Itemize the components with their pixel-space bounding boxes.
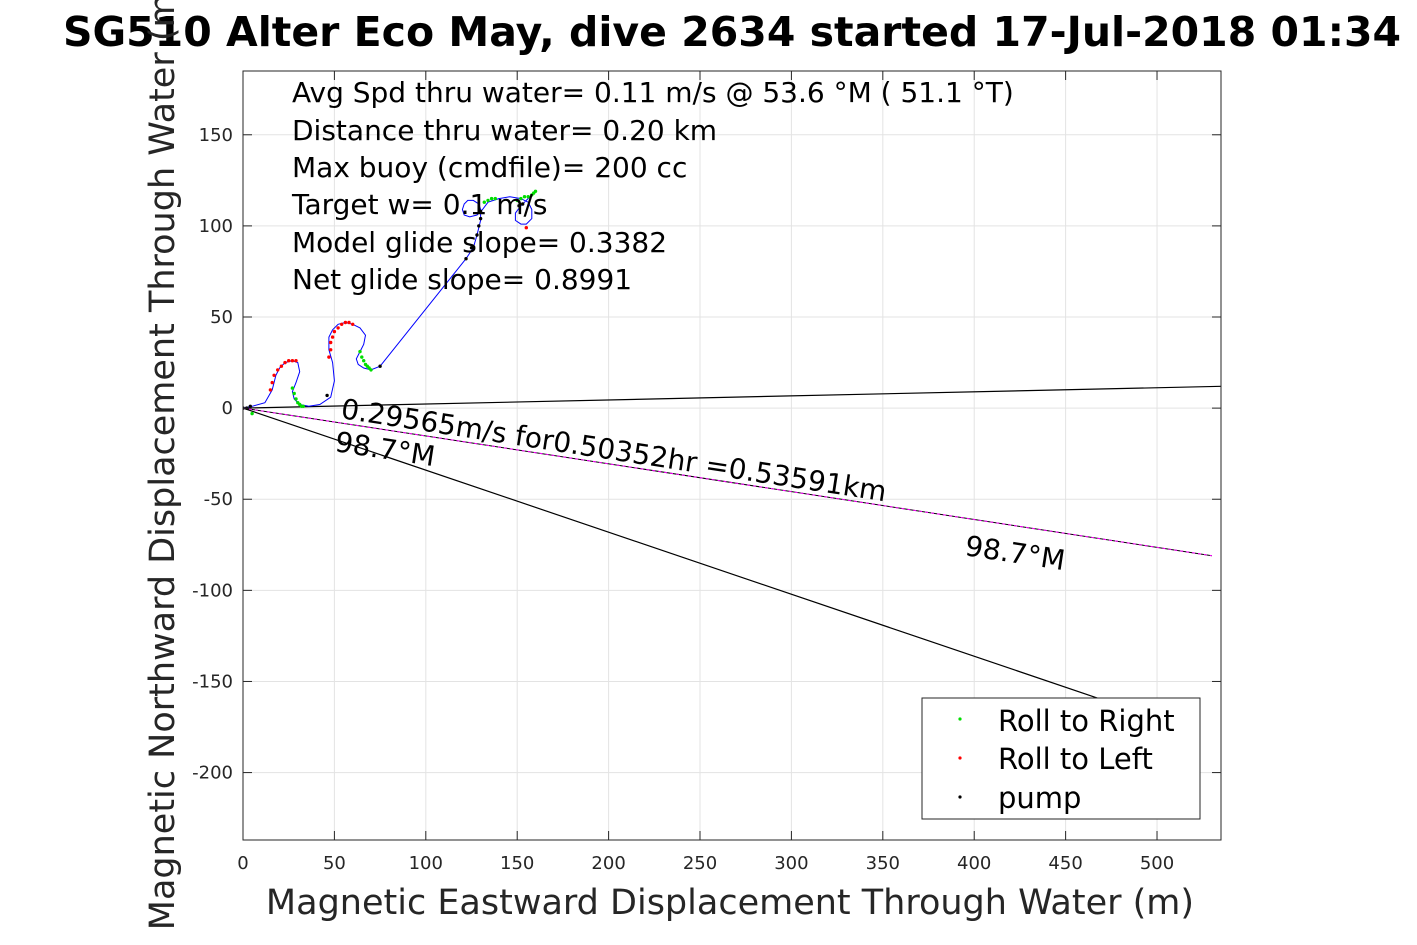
grid <box>242 71 1221 840</box>
y-axis-label: Magnetic Northward Displacement Through … <box>143 0 183 930</box>
stats-line: Distance thru water= 0.20 km <box>292 114 717 147</box>
x-tick-label: 450 <box>1048 853 1082 874</box>
y-tick-label: 50 <box>210 307 233 328</box>
roll-left-point <box>287 359 291 363</box>
pump-point <box>469 246 474 250</box>
glider-track <box>243 194 533 409</box>
legend-label-roll-left: Roll to Left <box>998 742 1153 776</box>
roll-right-point <box>250 411 254 416</box>
roll-right-point <box>522 195 527 199</box>
chart-title: SG510 Alter Eco May, dive 2634 started 1… <box>63 8 1401 56</box>
roll-right-point <box>294 397 298 401</box>
roll-right-point <box>489 196 494 201</box>
roll-left-point <box>290 359 295 363</box>
legend-marker-roll-left <box>958 756 962 760</box>
roll-left-point <box>330 335 335 339</box>
y-tick-label: 100 <box>199 216 233 237</box>
pump-point <box>325 393 329 398</box>
y-tick-label: 0 <box>222 398 233 419</box>
roll-right-point <box>519 196 523 201</box>
reference-line <box>243 385 1221 409</box>
roll-left-point <box>276 368 280 372</box>
roll-right-point <box>290 386 295 390</box>
roll-left-point <box>279 364 284 368</box>
roll-right-point <box>362 359 366 363</box>
roll-right-point <box>369 368 373 372</box>
roll-right-point <box>486 198 490 203</box>
x-tick-label: 0 <box>237 853 248 874</box>
x-tick-label: 350 <box>866 853 900 874</box>
reference-line <box>243 407 1103 701</box>
roll-left-point <box>268 388 273 392</box>
roll-left-point <box>329 340 333 345</box>
legend-marker-pump <box>958 795 962 799</box>
pump-point <box>521 202 525 206</box>
pump-point <box>517 204 521 208</box>
x-tick-label: 300 <box>774 853 808 874</box>
current-line <box>243 407 1212 557</box>
x-axis-label: Magnetic Eastward Displacement Through W… <box>266 883 1194 923</box>
x-tick-label: 50 <box>323 853 346 874</box>
stats-line: Avg Spd thru water= 0.11 m/s @ 53.6 °M (… <box>292 76 1014 109</box>
stats-line: Net glide slope= 0.8991 <box>292 263 632 296</box>
roll-right-point <box>360 355 364 359</box>
roll-left-point <box>329 348 333 352</box>
roll-right-point <box>358 349 362 354</box>
x-tick-label: 200 <box>591 853 625 874</box>
x-tick-label: 150 <box>500 853 534 874</box>
y-tick-label: -50 <box>204 489 233 510</box>
roll-left-point <box>336 326 340 330</box>
roll-left-point <box>524 226 528 230</box>
pump-point <box>478 216 483 221</box>
x-tick-label: 250 <box>683 853 717 874</box>
roll-left-point <box>343 320 348 325</box>
plot-frame <box>242 70 1222 841</box>
pump-point <box>475 233 479 237</box>
roll-right-point <box>292 391 296 396</box>
stats-line: Max buoy (cmdfile)= 200 cc <box>292 151 687 184</box>
roll-left-point <box>347 320 351 325</box>
roll-left-point <box>351 322 355 326</box>
roll-left-point <box>327 355 331 359</box>
ticks: 0 50 100 150 200 250 300 350 400 450 500-200-150-1… <box>192 71 1221 874</box>
pump-point <box>248 404 252 408</box>
roll-right-point <box>515 198 519 203</box>
roll-left-point <box>294 359 298 363</box>
stats-text-block: Avg Spd thru water= 0.11 m/s @ 53.6 °M (… <box>291 76 1014 296</box>
roll-right-point <box>526 195 530 199</box>
legend-box <box>921 697 1201 820</box>
legend-label-roll-right: Roll to Right <box>998 704 1175 738</box>
pump-point <box>464 257 468 261</box>
roll-left-point <box>270 380 274 385</box>
legend-marker-roll-right <box>958 717 962 721</box>
stats-line: Target w= 0.1 m/s <box>291 188 548 221</box>
pump-point <box>478 209 483 213</box>
roll-left-point <box>332 329 337 334</box>
roll-right-point <box>493 196 497 201</box>
roll-left-point <box>272 373 276 377</box>
series-layer <box>243 189 1221 701</box>
roll-right-point <box>301 404 305 408</box>
y-tick-label: 150 <box>199 125 233 146</box>
y-tick-label: -150 <box>192 671 233 692</box>
series-group <box>243 189 1221 701</box>
legend: Roll to Right Roll to Left pump <box>921 697 1201 820</box>
roll-left-point <box>283 360 287 365</box>
pump-point <box>477 224 481 228</box>
roll-right-point <box>482 200 486 204</box>
legend-label-pump: pump <box>998 781 1081 815</box>
x-tick-label: 500 <box>1140 853 1174 874</box>
y-tick-label: -100 <box>192 580 233 601</box>
roll-right-point <box>533 189 538 193</box>
stats-line: Model glide slope= 0.3382 <box>292 226 667 259</box>
x-tick-label: 400 <box>957 853 991 874</box>
x-tick-label: 100 <box>409 853 443 874</box>
pump-point <box>378 364 382 368</box>
y-tick-label: -200 <box>192 763 233 784</box>
roll-left-point <box>340 322 344 326</box>
